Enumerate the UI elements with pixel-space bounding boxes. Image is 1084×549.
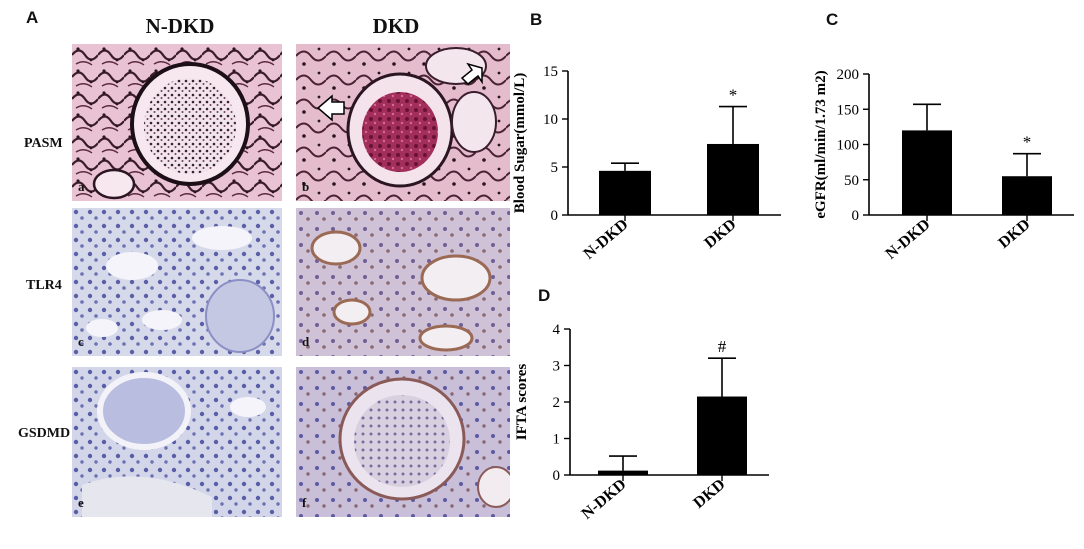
- tile-letter-d: d: [302, 334, 310, 349]
- histology-image-pasm-dkd: b: [296, 44, 510, 201]
- tile-letter-e: e: [78, 495, 84, 510]
- histology-image-gsdmd-ndkd: e: [72, 367, 282, 517]
- tile-letter-f: f: [302, 495, 307, 510]
- y-tick-label: 2: [553, 395, 561, 411]
- bar-dkd: [697, 396, 747, 475]
- histology-image-gsdmd-dkd: f: [296, 367, 510, 517]
- category-label: N-DKD: [580, 216, 631, 263]
- y-tick-label: 100: [837, 138, 860, 154]
- chart-blood-sugar: 0 5 10 15 Blood Sugar(mmol/L) N-DKD * DKD: [512, 64, 781, 263]
- bar-dkd: [707, 143, 759, 215]
- y-tick-label: 10: [543, 112, 558, 128]
- y-tick-label: 0: [553, 468, 561, 484]
- y-tick-label: 0: [852, 208, 860, 224]
- y-axis-label: IFTA scores: [514, 364, 530, 441]
- y-tick-label: 50: [844, 173, 859, 189]
- category-label: DKD: [701, 216, 739, 252]
- y-tick-label: 3: [553, 359, 561, 375]
- histology-image-tlr4-dkd: d: [296, 208, 510, 356]
- bar-dkd: [1002, 176, 1052, 215]
- tile-letter-c: c: [78, 334, 84, 349]
- category-label: DKD: [690, 476, 728, 512]
- panel-label-b: B: [530, 10, 543, 29]
- row-label-tlr4: TLR4: [26, 278, 62, 293]
- y-axis-label: eGFR(ml/min/1.73 m2): [813, 70, 829, 218]
- tile-letter-a: a: [78, 179, 85, 194]
- bar-n-dkd: [598, 470, 648, 475]
- category-label: N-DKD: [882, 216, 933, 263]
- significance-mark: *: [729, 86, 738, 105]
- significance-mark: *: [1023, 133, 1032, 152]
- chart-ifta: 0 1 2 3 4 IFTA scores N-DKD # DKD: [514, 322, 769, 523]
- panel-label-d: D: [538, 286, 551, 305]
- category-label: DKD: [995, 216, 1033, 252]
- category-label: N-DKD: [578, 476, 629, 523]
- histology-image-tlr4-ndkd: c: [72, 208, 282, 356]
- chart-egfr: 0 50 100 150 200 eGFR(ml/min/1.73 m2) N-DKD * DK…: [813, 67, 1074, 263]
- tile-letter-b: b: [302, 179, 310, 194]
- bar-n-dkd: [902, 130, 952, 215]
- y-axis-label: Blood Sugar(mmol/L): [512, 73, 528, 213]
- y-tick-label: 15: [543, 64, 558, 80]
- panel-label-c: C: [826, 10, 839, 29]
- panel-label-a: A: [26, 8, 39, 27]
- y-tick-label: 200: [837, 67, 860, 83]
- bar-n-dkd: [599, 170, 651, 215]
- y-tick-label: 0: [551, 208, 559, 224]
- y-tick-label: 150: [837, 102, 860, 118]
- row-label-pasm: PASM: [24, 136, 63, 151]
- column-header-ndkd: N-DKD: [145, 14, 215, 38]
- column-header-dkd: DKD: [372, 14, 420, 38]
- row-label-gsdmd: GSDMD: [18, 426, 71, 441]
- y-tick-label: 5: [551, 160, 559, 176]
- significance-mark: #: [718, 337, 727, 356]
- y-tick-label: 1: [553, 432, 561, 448]
- y-tick-label: 4: [553, 322, 561, 338]
- histology-image-pasm-ndkd: a: [72, 44, 282, 201]
